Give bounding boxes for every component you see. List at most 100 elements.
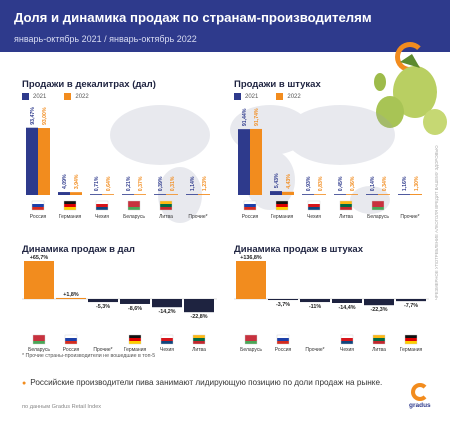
flag-stripe-2 [96,201,108,204]
tick-label-0: Россия [242,214,259,220]
data-label-0: +136,8% [240,255,262,261]
flag-icon-0 [32,334,46,345]
bar-4 [364,299,394,306]
tick-label-5: Прочие* [400,214,419,220]
source-text: по данным Gradus Retail Index [22,404,102,410]
flag-stripe-2 [96,204,108,207]
gradus-brand-icon [411,383,429,401]
data-label-0: +65,7% [30,255,49,261]
legend-swatch-2021 [234,93,241,100]
header: Доля и динамика продаж по странам-произв… [0,0,450,52]
flag-icon-4 [159,200,173,211]
tick-label-0: Беларусь [240,347,262,353]
data-label-2021-3: 0,21% [126,176,132,191]
legend-swatch-2022 [64,93,72,100]
flag-stripe-1 [276,201,288,204]
legend-label-2021: 2021 [33,93,47,100]
bar-2022-1 [282,191,294,195]
chart3-title: Динамика продаж в дал [22,244,135,255]
flag-icon-0 [31,200,45,211]
data-label-2022-3: 0,36% [350,176,356,191]
flag-stripe-3 [340,207,352,210]
bar-1 [56,297,86,299]
bar-2021-2 [90,194,102,195]
chart1-legend: 2021 2022 [22,93,89,100]
flag-stripe-4 [160,204,172,207]
bar-2022-0 [38,128,50,195]
flag-icon-0 [244,334,258,345]
data-label-2022-3: 0,37% [138,176,144,191]
tick-label-1: Германия [59,214,82,220]
flag-stripe-0 [244,204,256,207]
bar-2021-4 [154,194,166,195]
flag-stripe-0 [245,341,257,344]
flag-stripe-5 [193,341,205,344]
flag-stripe-1 [277,335,289,338]
flag-stripe-1 [276,204,288,207]
flag-stripe-4 [161,335,173,338]
legend-swatch-2022 [276,93,284,100]
tick-label-0: Россия [30,214,47,220]
bullet-icon: ● [22,380,27,387]
bar-2021-0 [238,129,250,195]
bar-5 [184,299,214,313]
flag-stripe-4 [372,204,384,207]
conclusion-label: Российские производители пива занимают л… [30,378,383,387]
data-label-2022-1: 3,94% [74,174,80,189]
flag-stripe-1 [65,338,77,341]
data-label-2021-4: 0,14% [370,176,376,191]
flag-icon-4 [372,334,386,345]
flag-stripe-3 [341,338,353,341]
flag-stripe-5 [193,338,205,341]
hops-illustration [374,54,447,135]
health-warning: ЧРЕЗМЕРНОЕ УПОТРЕБЛЕНИЕ АЛКОГОЛЯ ВРЕДИТ … [434,145,439,300]
data-label-2021-0: 93,47% [30,107,36,125]
flag-icon-3 [128,334,142,345]
tick-label-5: Литва [192,347,206,353]
flag-stripe-1 [65,335,77,338]
data-label-2022-2: 0,83% [318,176,324,191]
bar-2021-3 [122,194,134,195]
flag-stripe-0 [245,338,257,341]
flag-stripe-3 [129,341,141,344]
chart2-title: Продажи в штуках [234,79,321,90]
flag-stripe-3 [128,207,140,210]
flag-icon-4 [160,334,174,345]
flag-stripe-4 [160,207,172,210]
page-subtitle: январь-октябрь 2021 / январь-октябрь 202… [14,34,197,44]
page-title: Доля и динамика продаж по странам-произв… [14,10,372,25]
flag-stripe-2 [308,204,320,207]
bar-2021-3 [334,194,346,195]
tick-label-2: Чехия [95,214,109,220]
legend-label-2022: 2022 [75,93,89,100]
tick-label-2: Прочие* [305,347,324,353]
flag-stripe-1 [277,338,289,341]
data-label-5: -7,7% [404,303,418,309]
flag-stripe-0 [244,207,256,210]
flag-stripe-0 [33,335,45,338]
flag-stripe-1 [277,341,289,344]
chart4-title: Динамика продаж в штуках [234,244,363,255]
data-label-2021-1: 4,09% [62,174,68,189]
bar-2022-3 [346,194,358,195]
data-label-2022-2: 0,64% [106,176,112,191]
flag-stripe-1 [64,201,76,204]
flag-stripe-3 [129,338,141,341]
bar-2022-5 [198,194,210,195]
flag-icon-3 [339,200,353,211]
bar-2022-4 [378,194,390,195]
bar-3 [332,299,362,303]
flag-icon-3 [340,334,354,345]
flag-stripe-3 [340,201,352,204]
flag-stripe-0 [32,207,44,210]
flag-stripe-0 [32,204,44,207]
flag-stripe-5 [193,335,205,338]
flag-icon-2 [95,200,109,211]
flag-stripe-1 [65,341,77,344]
data-label-2021-1: 5,43% [274,173,280,188]
tick-label-3: Германия [124,347,147,353]
brand-name: gradus [409,402,431,409]
data-label-3: -8,6% [128,306,142,312]
bar-2 [88,299,118,303]
tick-label-1: Германия [271,214,294,220]
